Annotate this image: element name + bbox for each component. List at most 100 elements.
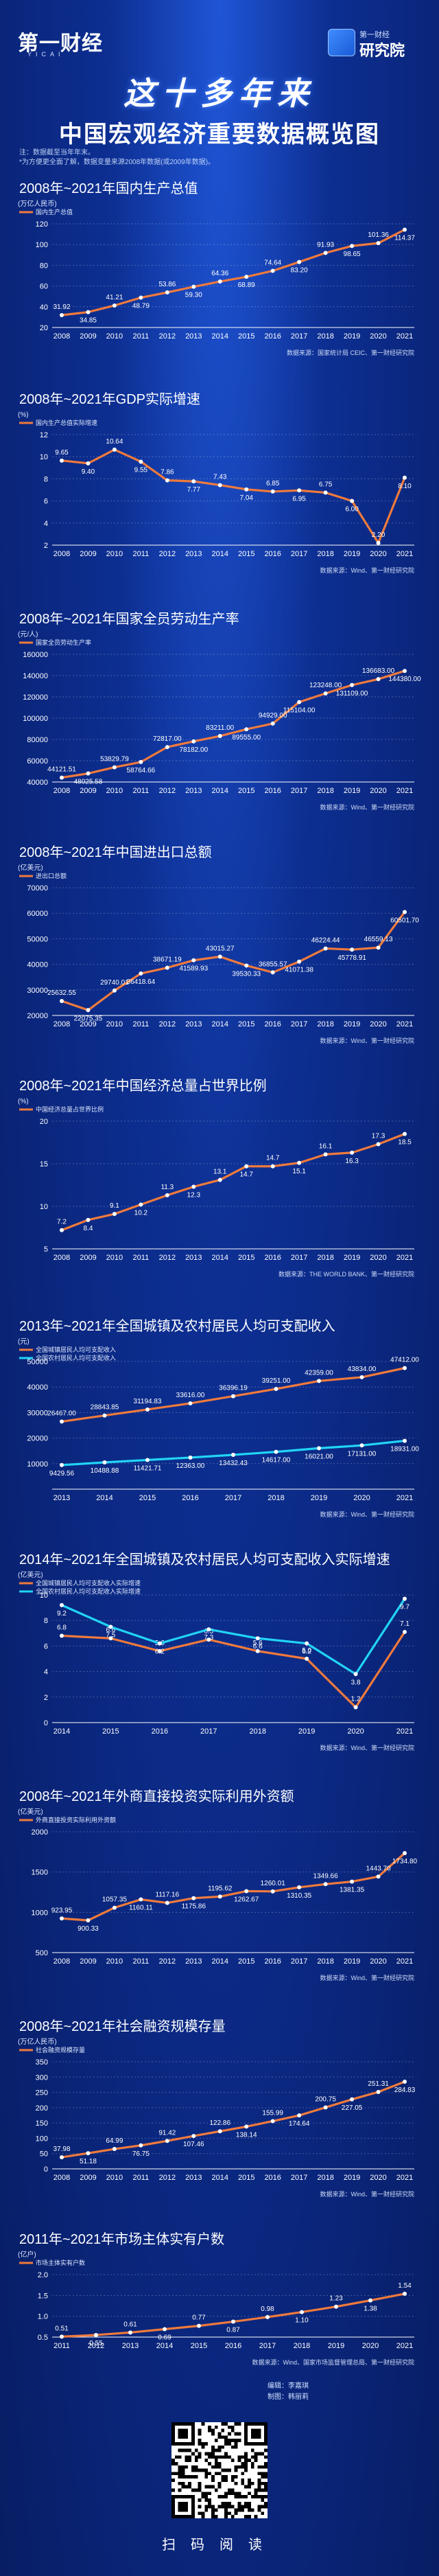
data-point xyxy=(165,1900,169,1905)
data-point xyxy=(317,1379,321,1383)
data-label: 16.3 xyxy=(345,1158,359,1165)
qr-module xyxy=(224,2422,228,2426)
chart-svg: (万亿人民币)社会融资规模存量 0 50 100 150 200 250 300 350 2008… xyxy=(18,2037,416,2198)
chart-panel: 2008年~2021年国家全员劳动生产率 (元/人) 国家全员劳动生产率 40000 6… xyxy=(16,608,423,814)
y-tick-label: 12 xyxy=(40,431,48,439)
x-tick-label: 2014 xyxy=(212,1254,228,1262)
qr-module xyxy=(198,2432,202,2436)
source-note: 数据来源：Wind、第一财经研究院 xyxy=(320,803,414,811)
x-tick-label: 2012 xyxy=(159,2174,176,2182)
data-label: 7.86 xyxy=(161,469,174,476)
qr-code[interactable] xyxy=(171,2422,268,2518)
qr-module xyxy=(181,2472,185,2476)
source-note: 数据来源：Wind、国家市场监督管理总局、第一财经研究院 xyxy=(252,2358,414,2366)
x-tick-label: 2019 xyxy=(344,1020,360,1028)
data-point xyxy=(403,2080,407,2084)
x-tick-label: 2019 xyxy=(344,550,360,558)
y-tick-label: 120000 xyxy=(23,693,48,702)
data-label: 174.64 xyxy=(289,2120,310,2128)
qr-module xyxy=(181,2481,185,2485)
data-point xyxy=(60,1228,64,1232)
chart-panel: 2008年~2021年外商直接投资实际利用外资额 (亿美元) 外商直接投资实际利用外… xyxy=(16,1785,423,1984)
qr-module xyxy=(178,2448,182,2452)
qr-module xyxy=(228,2511,231,2516)
x-tick-label: 2015 xyxy=(102,1727,119,1736)
qr-module xyxy=(257,2505,261,2509)
qr-module xyxy=(248,2508,251,2512)
qr-module xyxy=(217,2435,222,2439)
chart-panel: 2008年~2021年社会融资规模存量 (万亿人民币) 社会融资规模存量 0 50 100… xyxy=(16,2015,423,2200)
qr-module xyxy=(201,2492,205,2496)
y-tick-label: 1.0 xyxy=(38,2313,48,2321)
data-point xyxy=(112,765,117,770)
chart-panel: 2013年~2021年全国城镇及农村居民人均可支配收入 (元) 全国城镇居民人均可支… xyxy=(16,1315,423,1521)
data-point xyxy=(297,1885,302,1889)
data-label: 59.30 xyxy=(185,292,202,299)
qr-module xyxy=(178,2468,182,2472)
qr-module xyxy=(174,2455,178,2459)
qr-module xyxy=(230,2492,235,2496)
qr-module xyxy=(185,2455,189,2459)
data-point xyxy=(165,745,169,750)
data-label: 251.31 xyxy=(368,2080,389,2088)
qr-module xyxy=(201,2495,205,2499)
data-label: 1349.66 xyxy=(313,1872,339,1880)
x-tick-label: 2008 xyxy=(54,2174,70,2182)
qr-module xyxy=(191,2468,195,2472)
qr-module xyxy=(221,2435,225,2439)
qr-module xyxy=(208,2472,211,2476)
qr-module xyxy=(208,2498,211,2502)
qr-module xyxy=(201,2515,205,2518)
legend-label: 国内生产总值实际增速 xyxy=(36,419,97,426)
qr-module xyxy=(264,2485,268,2489)
qr-module xyxy=(234,2465,238,2469)
qr-module xyxy=(198,2468,202,2472)
data-label: 78182.00 xyxy=(179,746,208,754)
y-tick-label: 6 xyxy=(44,498,48,506)
chart-svg: (万亿人民币)国内生产总值 20 40 60 80 100 120 2008 2009 2010 2… xyxy=(18,199,415,356)
data-label: 900.33 xyxy=(78,1925,99,1933)
data-point xyxy=(217,2129,222,2134)
y-tick-label: 8 xyxy=(44,475,48,483)
qr-module xyxy=(230,2488,235,2492)
x-tick-label: 2013 xyxy=(185,2174,202,2182)
data-label: 7.3 xyxy=(204,1634,213,1642)
qr-module xyxy=(241,2461,245,2465)
x-tick-label: 2020 xyxy=(353,1494,370,1502)
qr-module xyxy=(211,2465,215,2469)
qr-module xyxy=(234,2468,238,2472)
unit-label: (亿美元) xyxy=(18,1807,43,1816)
qr-module xyxy=(250,2481,254,2485)
qr-module xyxy=(204,2508,209,2512)
y-tick-label: 8 xyxy=(44,1617,48,1625)
qr-module xyxy=(201,2445,205,2449)
qr-module xyxy=(234,2422,238,2426)
data-point xyxy=(403,2291,407,2296)
qr-module xyxy=(228,2468,231,2472)
y-tick-label: 4 xyxy=(44,1668,48,1677)
x-tick-label: 2020 xyxy=(370,2174,386,2182)
x-tick-label: 2018 xyxy=(317,1254,333,1262)
data-point xyxy=(197,2323,201,2328)
y-tick-label: 160000 xyxy=(23,651,48,659)
y-tick-label: 100000 xyxy=(23,715,48,723)
x-tick-label: 2016 xyxy=(264,1020,281,1028)
data-point xyxy=(191,1896,196,1900)
data-point xyxy=(60,313,64,318)
data-label: 64.36 xyxy=(211,270,228,277)
qr-module xyxy=(211,2455,215,2459)
qr-module xyxy=(185,2475,189,2479)
data-label: 7.77 xyxy=(187,486,201,494)
y-tick-label: 350 xyxy=(36,2058,48,2067)
data-label: 29740.01 xyxy=(100,979,129,987)
qr-module xyxy=(171,2461,175,2465)
data-point xyxy=(139,1897,143,1902)
x-tick-label: 2019 xyxy=(311,1494,327,1502)
data-point xyxy=(108,1636,113,1641)
data-label: 107.46 xyxy=(183,2141,204,2148)
data-point xyxy=(323,490,328,495)
data-label: 6.75 xyxy=(319,481,333,489)
data-point xyxy=(244,1164,249,1169)
qr-module xyxy=(211,2479,215,2482)
